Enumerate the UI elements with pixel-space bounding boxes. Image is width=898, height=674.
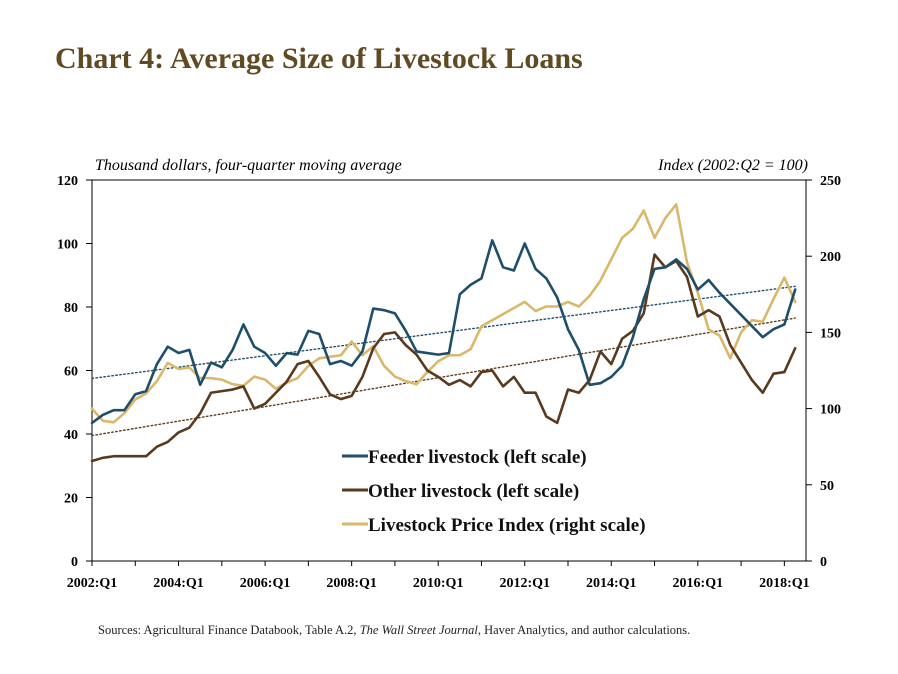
source-suffix: , Haver Analytics, and author calculatio… bbox=[477, 623, 691, 637]
x-tick-label: 2010:Q1 bbox=[413, 576, 464, 591]
plot-frame bbox=[91, 179, 807, 562]
x-tick-label: 2004:Q1 bbox=[153, 576, 204, 591]
axes: 0 20 40 60 80 100 120 0 50 100 150 200 250 2002:Q1 200… bbox=[57, 174, 841, 591]
right-tick-label: 0 bbox=[820, 555, 827, 570]
chart-title: Chart 4: Average Size of Livestock Loans bbox=[55, 42, 583, 75]
right-axis-unit-note: Index (2002:Q2 = 100) bbox=[658, 157, 808, 174]
left-tick-label: 80 bbox=[64, 301, 78, 316]
right-tick-label: 150 bbox=[820, 326, 841, 341]
x-tick-label: 2018:Q1 bbox=[759, 576, 810, 591]
x-tick-label: 2016:Q1 bbox=[673, 576, 724, 591]
trendline bbox=[91, 317, 796, 437]
x-tick-label: 2012:Q1 bbox=[499, 576, 550, 591]
source-prefix: Sources: Agricultural Finance Databook, … bbox=[98, 623, 360, 637]
legend-label: Livestock Price Index (right scale) bbox=[368, 515, 646, 536]
right-tick-label: 100 bbox=[820, 403, 841, 418]
left-tick-label: 120 bbox=[57, 174, 78, 189]
source-italic: The Wall Street Journal bbox=[359, 623, 478, 637]
legend: Feeder livestock (left scale) Other lives… bbox=[342, 447, 646, 536]
other-livestock-line bbox=[90, 253, 797, 463]
left-axis-unit-note: Thousand dollars, four-quarter moving av… bbox=[95, 157, 402, 174]
x-tick-label: 2002:Q1 bbox=[67, 576, 118, 591]
series-lines bbox=[90, 203, 797, 463]
left-tick-label: 60 bbox=[64, 365, 78, 380]
legend-label: Feeder livestock (left scale) bbox=[368, 447, 587, 468]
x-tick-label: 2008:Q1 bbox=[326, 576, 377, 591]
livestock-price-index-line bbox=[90, 203, 797, 424]
x-tick-label: 2006:Q1 bbox=[240, 576, 291, 591]
left-tick-label: 20 bbox=[64, 492, 78, 507]
trendline bbox=[91, 285, 796, 380]
trendlines bbox=[91, 285, 796, 437]
right-tick-label: 50 bbox=[820, 479, 834, 494]
left-tick-label: 40 bbox=[64, 428, 78, 443]
left-tick-label: 0 bbox=[71, 555, 78, 570]
left-tick-label: 100 bbox=[57, 238, 78, 253]
right-tick-label: 200 bbox=[820, 250, 841, 265]
x-tick-label: 2014:Q1 bbox=[586, 576, 637, 591]
right-tick-label: 250 bbox=[820, 174, 841, 189]
source-note: Sources: Agricultural Finance Databook, … bbox=[98, 623, 690, 638]
feeder-livestock-line bbox=[90, 239, 797, 425]
legend-label: Other livestock (left scale) bbox=[368, 481, 579, 502]
